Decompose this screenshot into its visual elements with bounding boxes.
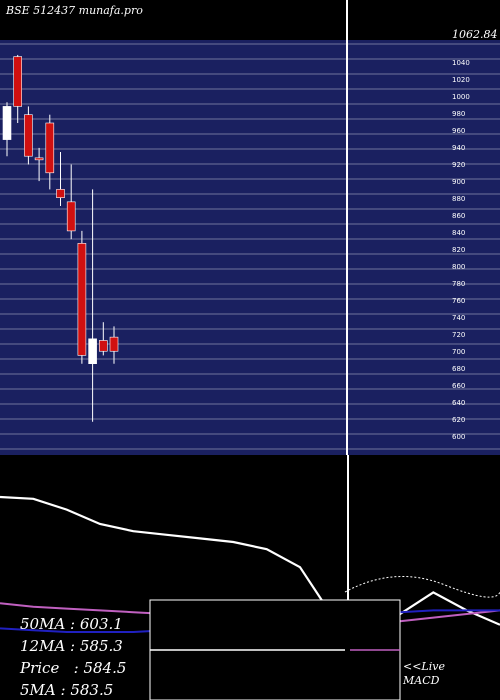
price-tick-label: 820	[452, 246, 465, 254]
price-tick-label: 900	[452, 178, 465, 186]
macd-signal-dotted	[344, 576, 500, 598]
price-tick-label: 980	[452, 110, 465, 118]
price-tick-label: 780	[452, 280, 465, 288]
price-tick-label: 600	[452, 433, 465, 441]
price-tick-label: 1062.84	[452, 28, 498, 41]
price-tick-label: 960	[452, 127, 465, 135]
stat-5ma: 5MA : 583.5	[20, 681, 114, 699]
candle-body	[77, 243, 87, 356]
price-tick-label: 800	[452, 263, 465, 271]
price-tick-label: 1000	[452, 93, 470, 101]
price-tick-label: 660	[452, 382, 465, 390]
stat-12ma: 12MA : 585.3	[20, 637, 123, 655]
candle-body	[109, 336, 119, 352]
price-tick-label: 1020	[452, 76, 470, 84]
price-tick-label: 1040	[452, 59, 470, 67]
price-tick-label: 740	[452, 314, 465, 322]
candle-body	[99, 340, 108, 352]
candle-body	[34, 157, 44, 161]
chart-title: BSE 512437 munafa.pro	[5, 4, 143, 17]
price-tick-label: 700	[452, 348, 465, 356]
price-tick-label: 620	[452, 416, 465, 424]
price-tick-label: 680	[452, 365, 465, 373]
candle-body	[2, 106, 12, 140]
stat-50ma: 50MA : 603.1	[20, 615, 123, 633]
candle-body	[88, 338, 97, 364]
price-tick-label: 640	[452, 399, 465, 407]
candle-body	[24, 114, 33, 157]
candle-body	[13, 56, 22, 107]
price-tick-label: 760	[452, 297, 465, 305]
macd-label: MACD	[403, 674, 440, 687]
price-tick-label: 920	[452, 161, 465, 169]
price-tick-label: 880	[452, 195, 465, 203]
stat-price: Price : 584.5	[20, 659, 127, 677]
price-tick-label: 860	[452, 212, 465, 220]
price-tick-label: 840	[452, 229, 465, 237]
price-panel-background	[0, 40, 500, 455]
price-tick-label: 720	[452, 331, 465, 339]
macd-series-line	[0, 495, 500, 626]
candle-body	[56, 189, 65, 198]
candle-body	[45, 122, 55, 174]
candle-body	[66, 201, 76, 232]
live-link[interactable]: <<Live	[403, 660, 445, 673]
price-tick-label: 940	[452, 144, 465, 152]
